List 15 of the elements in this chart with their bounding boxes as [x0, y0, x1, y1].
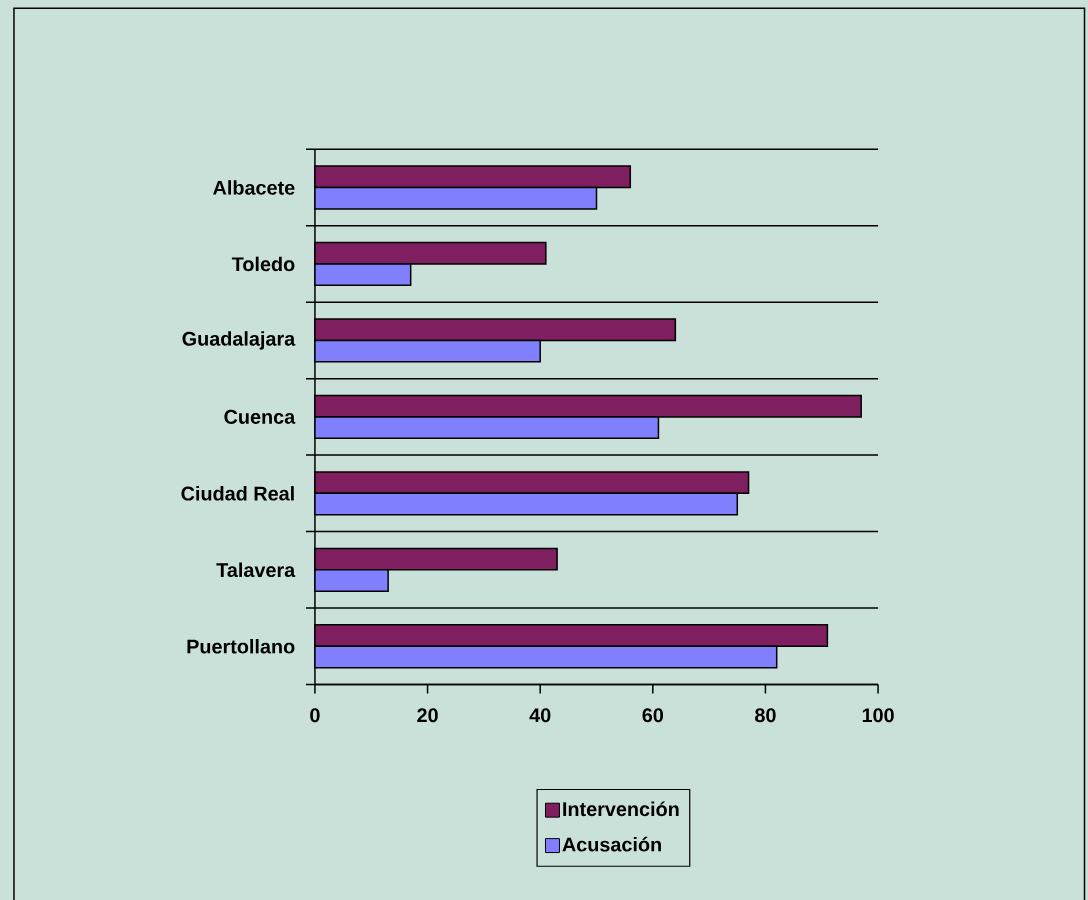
x-tick-label: 0	[310, 708, 320, 723]
x-tick-label: 40	[529, 708, 551, 723]
y-tick-label: Ciudad Real	[181, 485, 294, 501]
y-tick-label: Cuenca	[224, 409, 296, 424]
y-tick-label: Talavera	[216, 562, 296, 577]
x-tick-label: 60	[642, 708, 664, 723]
y-tick-label: Guadalajara	[182, 330, 296, 350]
y-tick-label: Toledo	[231, 256, 295, 272]
x-tick-label: 80	[755, 708, 776, 723]
legend-label: Acusación	[562, 836, 661, 852]
y-tick-label: Puertollano	[187, 638, 295, 654]
x-tick-label: 20	[417, 708, 438, 723]
legend-label: Intervención	[563, 801, 679, 816]
x-tick-label: 100	[862, 708, 894, 723]
y-tick-label: Albacete	[213, 180, 295, 195]
